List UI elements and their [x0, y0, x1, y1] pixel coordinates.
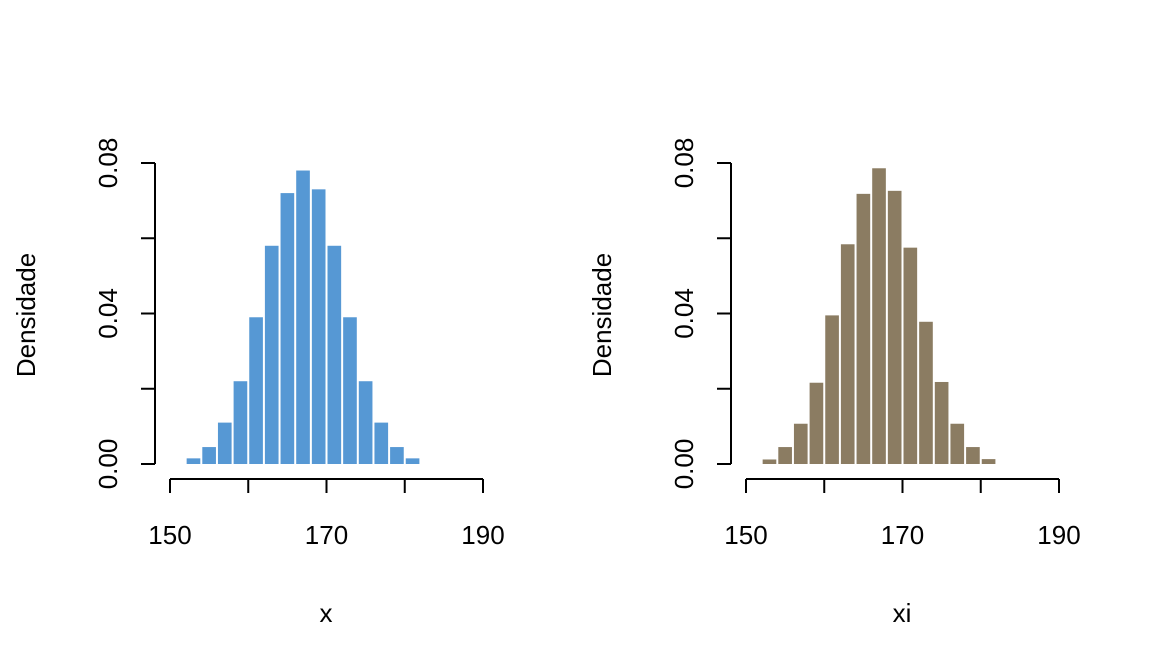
histogram-bar [233, 381, 248, 464]
histogram-bar [856, 193, 871, 465]
histogram-bar [809, 382, 824, 464]
histogram-bar [793, 423, 808, 464]
bars-group [762, 168, 996, 465]
y-tick-label: 0.08 [93, 138, 123, 189]
axes-group: 0.00 0.04 0.08 150 170 190 [669, 138, 1081, 550]
histogram-bar [202, 447, 216, 464]
histogram-panel-xi: 0.00 0.04 0.08 150 170 190 xi Densidade [587, 138, 1081, 628]
y-axis-label: Densidade [587, 253, 617, 377]
histogram-bar [249, 317, 263, 464]
y-axis-label: Densidade [11, 253, 41, 377]
histogram-bar [966, 447, 980, 464]
x-tick-label: 150 [724, 520, 767, 550]
histogram-bar [186, 458, 201, 464]
histogram-bar [950, 423, 965, 464]
histogram-bar [343, 317, 357, 464]
histogram-bar [903, 247, 918, 464]
y-tick-label: 0.04 [669, 288, 699, 339]
x-axis-label: x [320, 598, 333, 628]
histogram-bar [390, 447, 404, 464]
histogram-bar [872, 168, 886, 464]
histogram-bar [327, 245, 342, 464]
histogram-bar [311, 189, 326, 464]
x-tick-label: 150 [148, 520, 191, 550]
y-tick-label: 0.04 [93, 288, 123, 339]
histogram-bar [405, 458, 420, 464]
x-tick-label: 170 [881, 520, 924, 550]
histogram-bar [825, 315, 839, 464]
histogram-bar [296, 170, 310, 464]
histogram-bar [217, 422, 232, 464]
y-tick-label: 0.00 [93, 439, 123, 490]
histogram-bar [778, 447, 792, 464]
histogram-bar [887, 190, 902, 464]
y-tick-label: 0.08 [669, 138, 699, 189]
y-tick-label: 0.00 [669, 439, 699, 490]
x-tick-label: 190 [1037, 520, 1080, 550]
x-axis-label: xi [893, 598, 912, 628]
histogram-bar [762, 459, 777, 464]
histogram-bar [280, 193, 295, 464]
bars-group [186, 170, 420, 464]
histogram-bar [264, 245, 279, 464]
histogram-bar [840, 244, 855, 464]
axes-group: 0.00 0.04 0.08 150 170 190 [93, 138, 505, 550]
histogram-panel-x: 0.00 0.04 0.08 150 170 190 x Densidade [11, 138, 505, 628]
histogram-bar [934, 381, 949, 464]
histogram-bar [981, 459, 996, 464]
histogram-bar [374, 422, 389, 464]
histogram-bar [919, 321, 933, 464]
x-tick-label: 190 [461, 520, 504, 550]
x-tick-label: 170 [305, 520, 348, 550]
histogram-bar [358, 381, 373, 464]
